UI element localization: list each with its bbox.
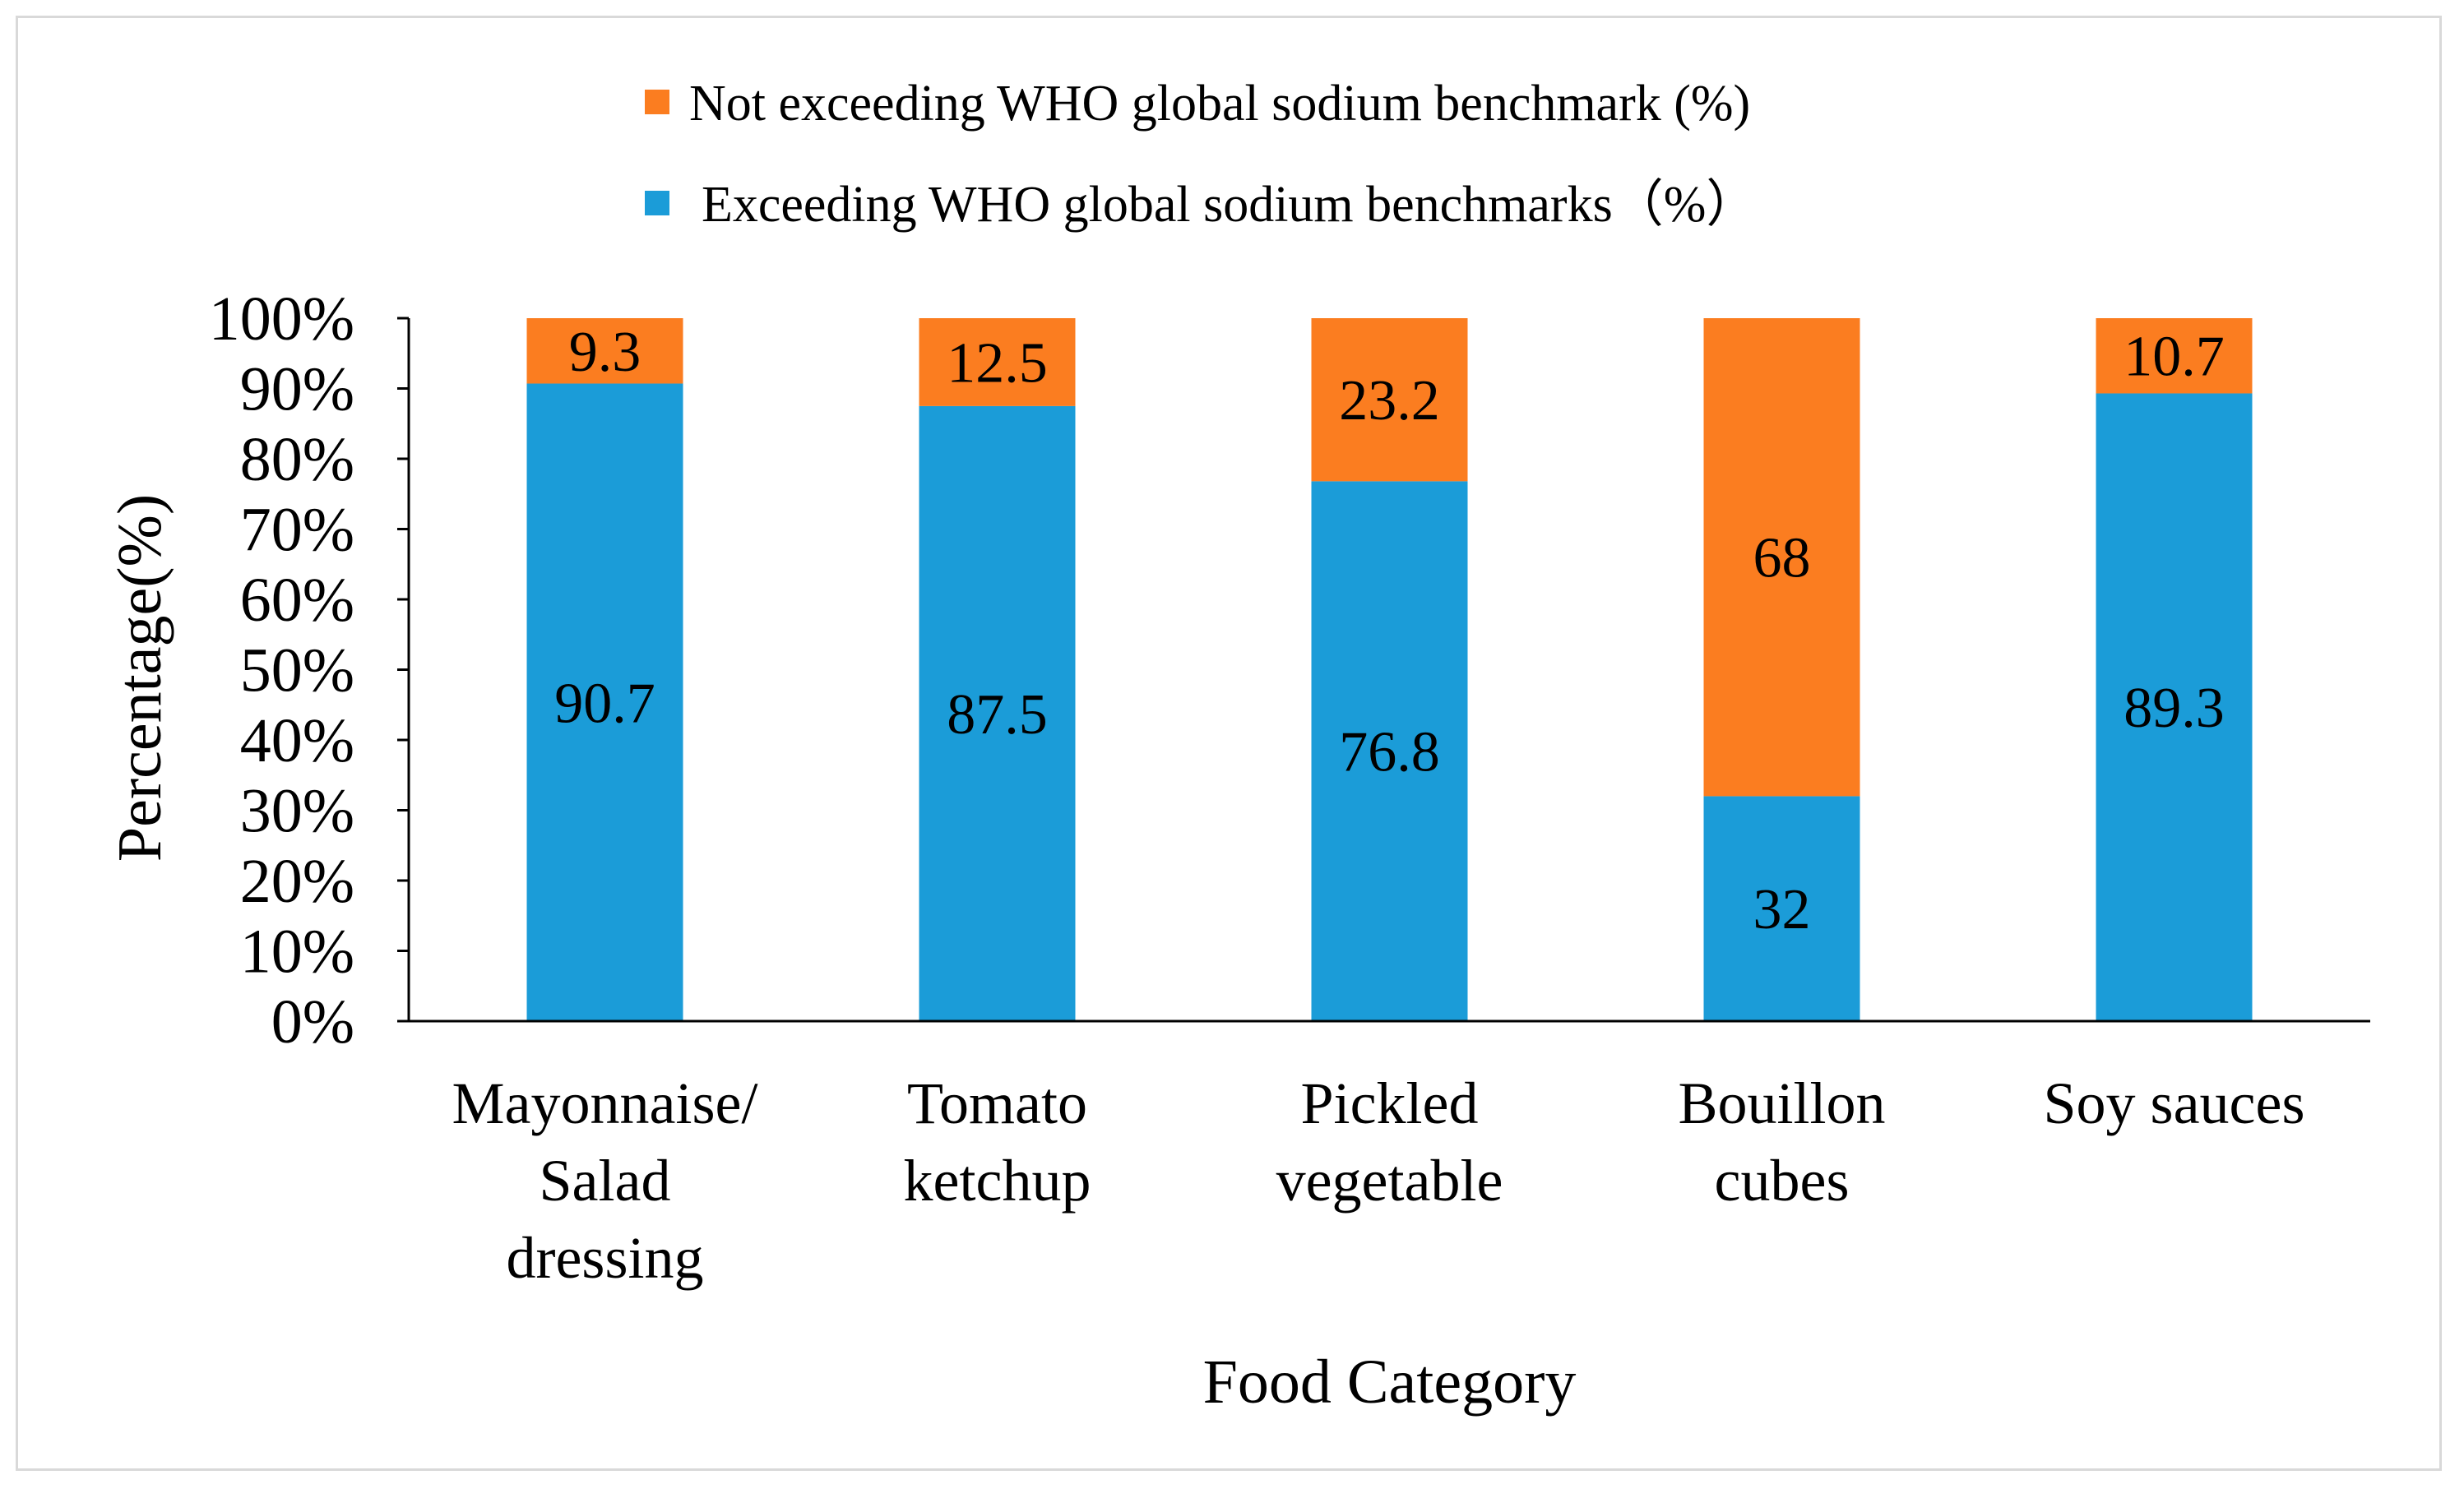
x-category-label-1: Mayonnaise/ — [452, 1070, 758, 1136]
bar-not-exceeding-4 — [1703, 318, 1860, 797]
x-axis: Mayonnaise/Salad dressing Tomato ketchup Pic… — [409, 1019, 2370, 1291]
y-tick-label: 10% — [240, 918, 354, 987]
x-category-label-3: vegetable — [1276, 1148, 1503, 1214]
y-axis-title: Percentage(%) — [105, 494, 174, 862]
bar-exceeding-2 — [919, 405, 1076, 1021]
y-tick-label: 0% — [271, 987, 354, 1056]
data-label-not-exceeding-2: 12.5 — [947, 331, 1048, 395]
legend: Not exceeding WHO global sodium benchmar… — [645, 76, 1757, 233]
bar-not-exceeding-2 — [919, 318, 1076, 406]
legend-swatch-not-exceeding — [645, 90, 669, 114]
x-category-label-4: Bouillon — [1678, 1070, 1885, 1136]
y-tick-label: 50% — [240, 636, 354, 705]
x-category-label-4: cubes — [1715, 1148, 1850, 1214]
data-label-not-exceeding-5: 10.7 — [2124, 326, 2225, 389]
y-tick-label: 20% — [240, 847, 354, 916]
data-label-exceeding-5: 89.3 — [2124, 677, 2225, 740]
bar-not-exceeding-3 — [1311, 318, 1468, 482]
legend-label-exceeding: Exceeding WHO global sodium benchmarks（%… — [702, 177, 1757, 233]
y-tick-label: 70% — [240, 496, 354, 565]
bar-not-exceeding-1 — [526, 318, 683, 384]
data-label-exceeding-3: 76.8 — [1339, 721, 1440, 784]
x-category-label-2: Tomato — [907, 1070, 1087, 1136]
y-tick-label: 100% — [209, 284, 354, 354]
x-category-label-2: ketchup — [904, 1148, 1091, 1214]
y-tick-label: 60% — [240, 566, 354, 635]
y-axis: 0%10%20%30%40%50%60%70%80%90%100% — [209, 284, 410, 1056]
bar-not-exceeding-5 — [2096, 318, 2253, 394]
data-label-exceeding-1: 90.7 — [554, 672, 655, 735]
x-category-label-3: Pickled — [1301, 1070, 1479, 1136]
data-label-not-exceeding-4: 68 — [1753, 527, 1811, 590]
bar-exceeding-4 — [1703, 796, 1860, 1021]
data-label-group: 90.7 9.3 87.5 12.5 76.8 23.2 32 68 89.3 10.7 — [554, 321, 2225, 941]
bar-exceeding-5 — [2096, 393, 2253, 1021]
x-axis-title: Food Category — [1203, 1348, 1577, 1417]
data-label-exceeding-2: 87.5 — [947, 683, 1048, 747]
y-tick-label: 30% — [240, 777, 354, 846]
bar-group — [526, 318, 2253, 1021]
x-category-label-1: dressing — [507, 1225, 704, 1291]
bar-exceeding-1 — [526, 383, 683, 1021]
data-label-not-exceeding-3: 23.2 — [1339, 369, 1440, 432]
y-tick-label: 80% — [240, 425, 354, 494]
x-category-label-1: Salad — [540, 1148, 671, 1214]
data-label-exceeding-4: 32 — [1753, 878, 1811, 941]
y-tick-label: 40% — [240, 706, 354, 775]
chart-frame — [16, 16, 2442, 1471]
y-tick-label: 90% — [240, 355, 354, 424]
legend-swatch-exceeding — [645, 191, 669, 215]
bar-exceeding-3 — [1311, 481, 1468, 1021]
data-label-not-exceeding-1: 9.3 — [569, 321, 641, 384]
legend-label-not-exceeding: Not exceeding WHO global sodium benchmar… — [689, 76, 1750, 132]
x-category-label-5: Soy sauces — [2044, 1070, 2305, 1136]
